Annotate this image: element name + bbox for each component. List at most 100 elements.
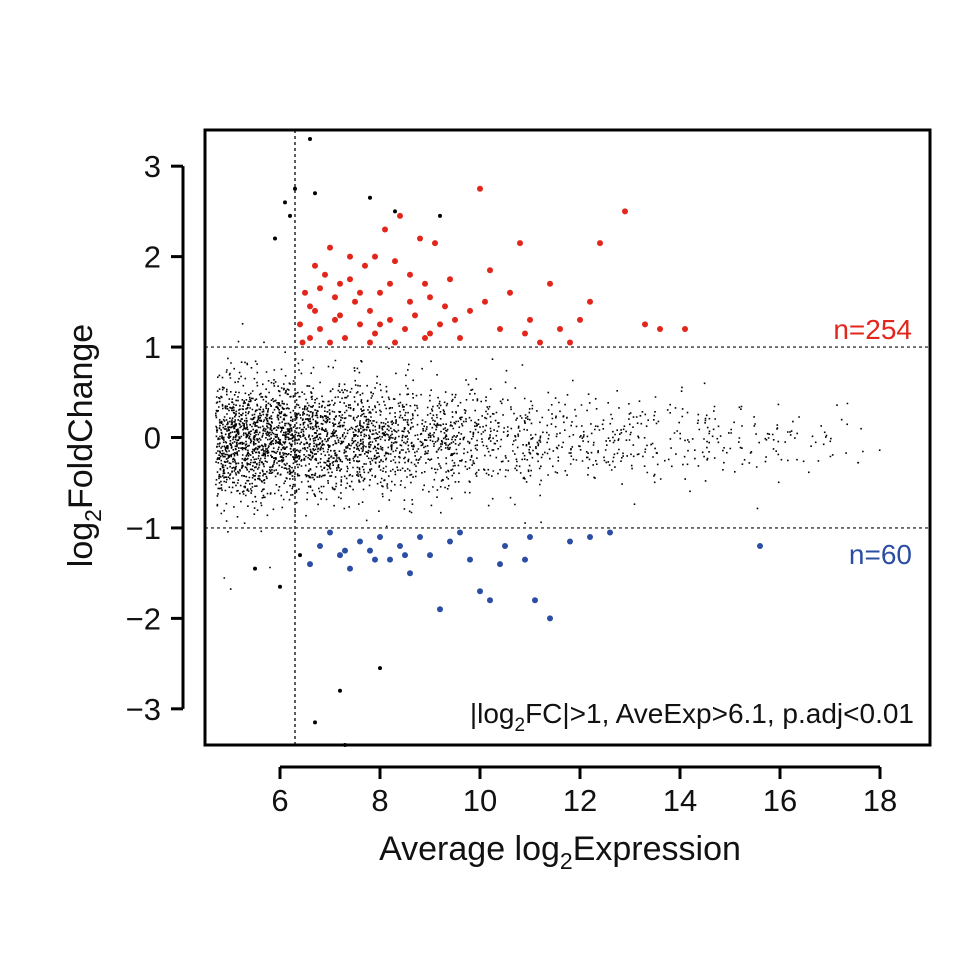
up-point-39: [547, 280, 553, 287]
up-point-37: [527, 316, 533, 323]
down-point-18: [502, 543, 508, 549]
down-point-22: [567, 538, 573, 545]
up-point-55: [377, 321, 383, 328]
down-point-2: [327, 529, 333, 536]
down-point-6: [367, 547, 373, 554]
x-tick-label-3: 12: [563, 783, 597, 818]
up-point-23: [412, 312, 418, 319]
background-points: [215, 323, 881, 590]
down-point-12: [427, 552, 433, 559]
up-point-10: [347, 253, 353, 260]
y-tick-label-6: −3: [126, 692, 161, 727]
up-point-46: [657, 326, 663, 332]
up-point-14: [367, 307, 373, 314]
up-point-3: [312, 307, 318, 314]
up-point-35: [507, 289, 513, 296]
up-point-43: [597, 240, 603, 247]
up-point-52: [347, 276, 353, 283]
down-point-21: [547, 615, 553, 622]
down-point-14: [457, 529, 463, 536]
down-point-0: [307, 561, 313, 568]
up-point-64: [312, 262, 318, 269]
down-point-17: [487, 597, 493, 604]
up-point-32: [477, 185, 483, 192]
up-point-28: [437, 321, 443, 328]
down-point-28: [402, 552, 408, 559]
outliers-point-10: [378, 666, 382, 671]
outliers-point-5: [283, 200, 287, 205]
up-point-57: [407, 298, 413, 305]
down-point-27: [372, 556, 378, 563]
down-point-9: [397, 543, 403, 549]
up-point-33: [487, 267, 493, 274]
up-point-26: [427, 294, 433, 301]
x-tick-label-6: 18: [863, 783, 897, 818]
up-point-53: [357, 289, 363, 296]
y-axis-title-suffix: FoldChange: [62, 324, 100, 509]
down-point-15: [467, 556, 473, 563]
up-point-20: [397, 212, 403, 219]
outliers-point-8: [253, 566, 257, 571]
plot-frame: [203, 128, 932, 747]
down-point-11: [417, 534, 423, 540]
up-point-51: [337, 312, 343, 319]
y-axis-title-prefix: log: [62, 522, 100, 567]
up-point-0: [297, 321, 303, 328]
point-cloud: [215, 323, 881, 590]
up-point-29: [447, 276, 453, 283]
up-point-24: [417, 235, 423, 242]
down-point-19: [522, 556, 528, 563]
threshold-lines: [205, 130, 930, 745]
up-point-5: [322, 271, 328, 278]
up-point-13: [362, 262, 368, 269]
outliers-point-11: [338, 688, 342, 693]
down-point-24: [607, 529, 613, 536]
up-point-34: [497, 326, 503, 332]
up-point-36: [517, 240, 523, 247]
y-tick-label-1: 2: [144, 240, 161, 275]
y-axis-title: log2FoldChange: [62, 324, 106, 567]
x-axis-title-subscript: 2: [560, 848, 573, 874]
up-point-48: [307, 303, 313, 310]
up-point-40: [557, 326, 563, 332]
outliers-point-4: [393, 209, 397, 214]
y-tick-label-2: 1: [144, 330, 161, 365]
x-tick-label-1: 8: [371, 783, 388, 818]
outliers-point-15: [273, 236, 277, 241]
x-tick-label-2: 10: [463, 783, 497, 818]
up-point-18: [387, 316, 393, 323]
x-axis-title: Average log2Expression: [379, 830, 741, 874]
up-point-16: [377, 289, 383, 296]
down-point-23: [587, 534, 593, 540]
up-point-61: [522, 330, 528, 337]
up-point-41: [567, 339, 573, 346]
up-point-7: [332, 316, 338, 323]
up-point-31: [467, 307, 473, 314]
up-point-59: [452, 316, 458, 323]
down-point-16: [477, 588, 483, 595]
outliers-point-6: [288, 213, 292, 218]
annotation-part2: FC|>1, AveExp>6.1, p.adj<0.01: [525, 698, 914, 729]
x-tick-label-0: 6: [271, 783, 288, 818]
y-axis-title-subscript: 2: [80, 509, 106, 522]
x-tick-label-4: 14: [663, 783, 697, 818]
down-point-30: [497, 561, 503, 568]
up-point-2: [307, 335, 313, 341]
up-point-67: [392, 258, 398, 265]
up-point-27: [432, 240, 438, 247]
x-tick-label-5: 16: [763, 783, 797, 818]
up-point-47: [682, 326, 688, 332]
up-point-69: [442, 303, 448, 310]
up-point-12: [357, 321, 363, 328]
x-axis-title-prefix: Average log: [379, 830, 560, 868]
up-point-42: [587, 298, 593, 305]
up-point-30: [457, 335, 463, 341]
up-point-50: [327, 339, 333, 346]
up-point-25: [422, 335, 428, 341]
y-tick-label-4: −1: [126, 511, 161, 546]
outliers-point-3: [368, 195, 372, 200]
outliers-point-12: [313, 720, 317, 725]
down-point-29: [447, 538, 453, 545]
up-point-38: [537, 339, 543, 346]
